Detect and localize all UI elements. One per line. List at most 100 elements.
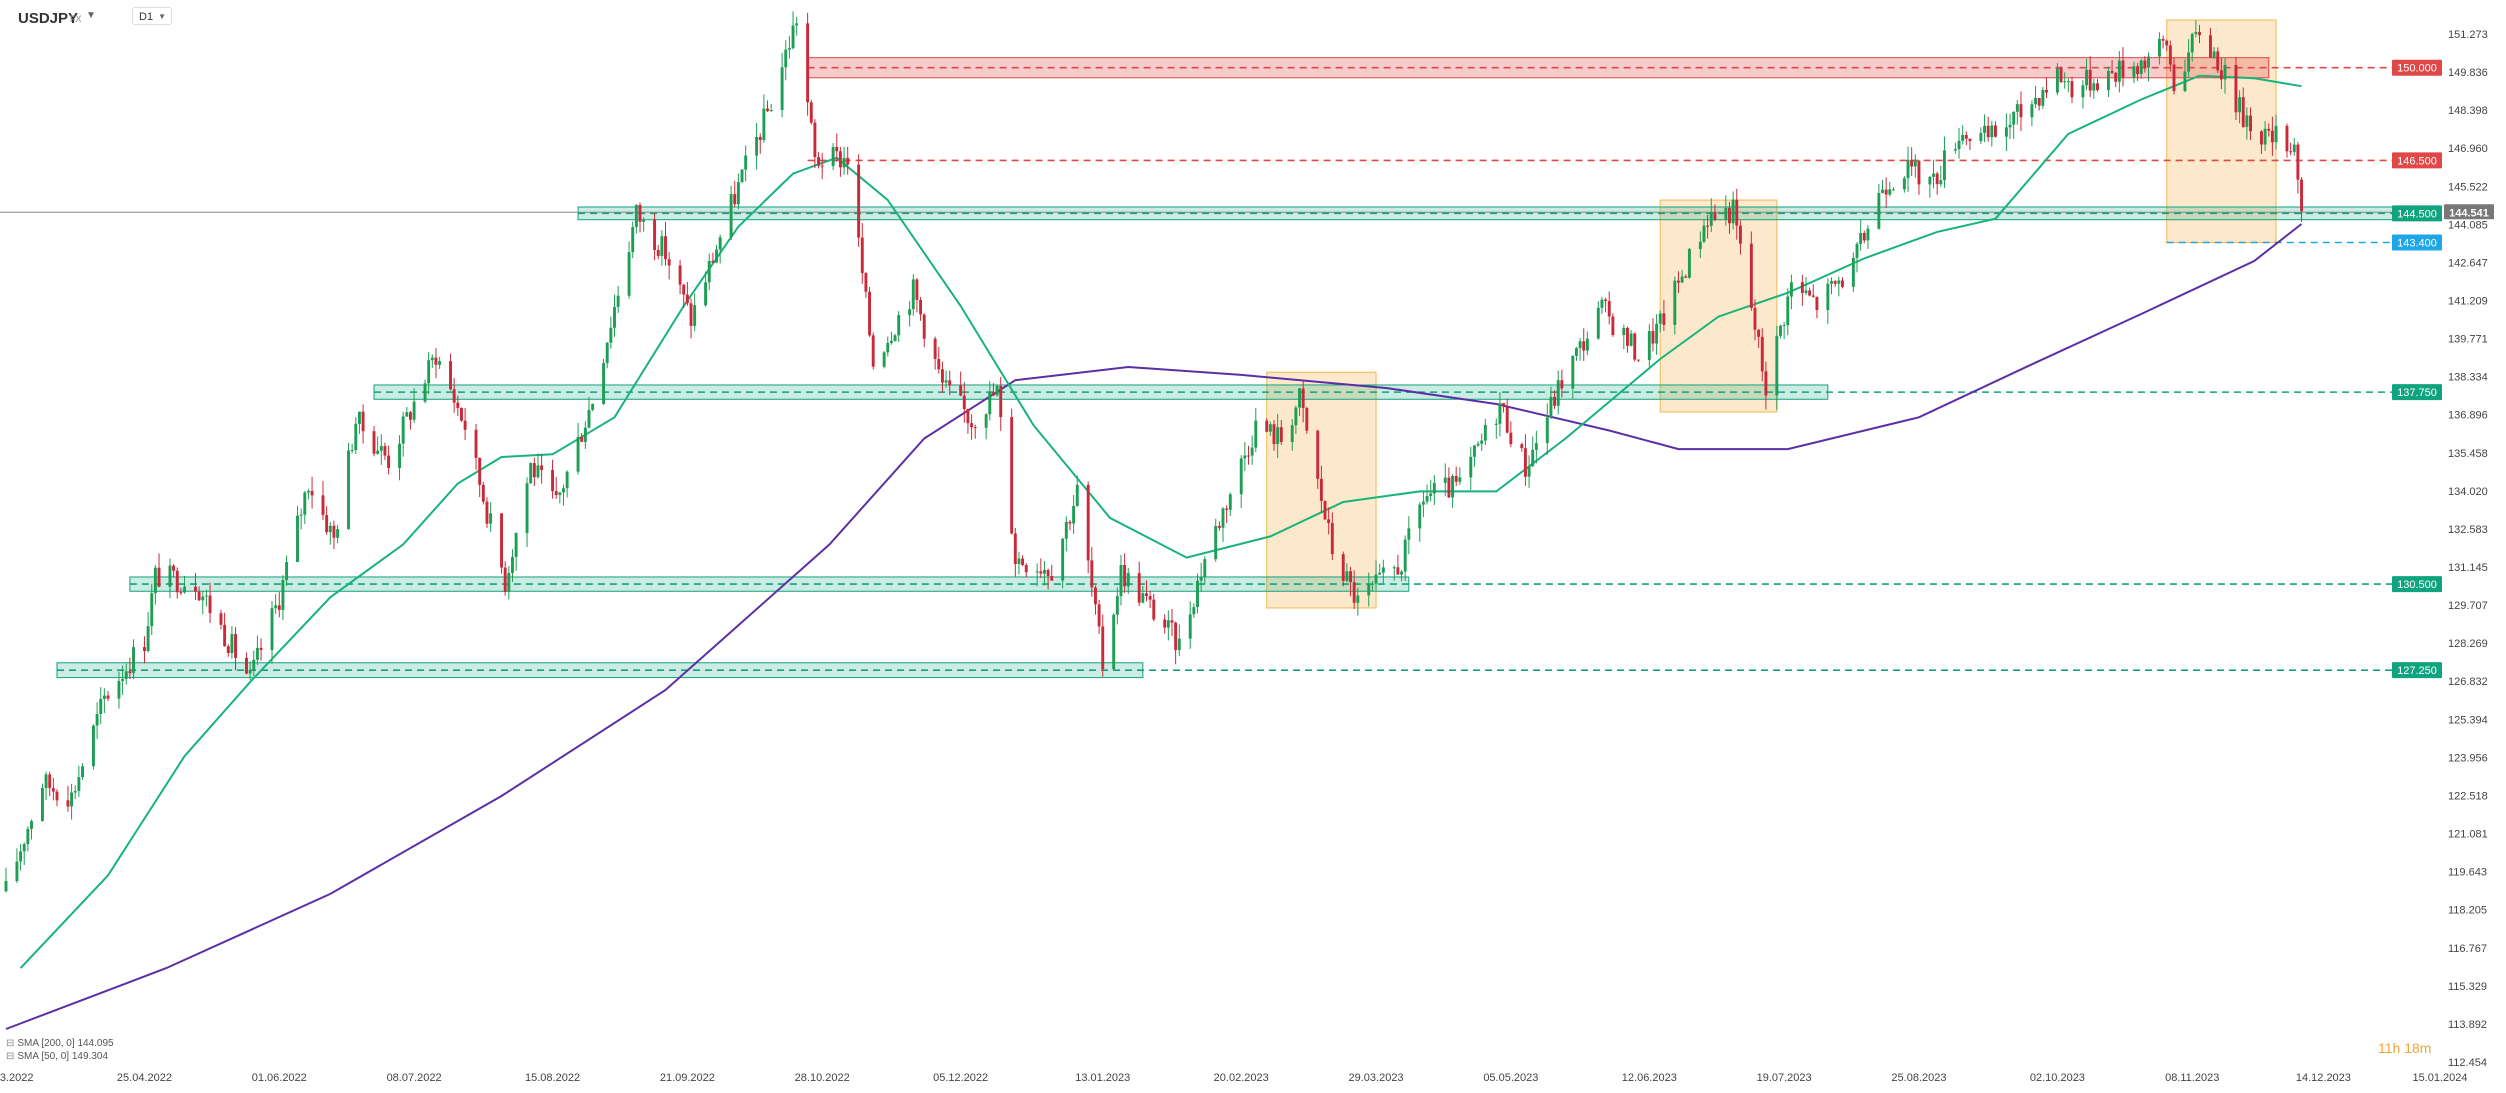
candle-body (1396, 567, 1400, 575)
candle-body (1545, 417, 1549, 444)
candle-body (642, 219, 646, 222)
candle-body (718, 237, 722, 250)
candle-body (784, 49, 788, 68)
candle-body (565, 471, 569, 489)
candle-body (1815, 296, 1819, 311)
candle-body (817, 157, 821, 166)
y-tick-label: 135.458 (2448, 448, 2488, 460)
y-tick-label: 128.269 (2448, 638, 2488, 650)
candle-body (2055, 68, 2059, 93)
candle-body (452, 389, 456, 403)
candle-body (1199, 577, 1203, 581)
candle-body (500, 513, 504, 568)
candle-body (347, 450, 350, 530)
candle-body (576, 436, 580, 472)
candle-body (197, 591, 201, 601)
candle-body (1800, 282, 1804, 293)
candle-body (485, 501, 489, 524)
y-tick-label: 116.767 (2448, 943, 2487, 955)
candle-body (1425, 496, 1429, 502)
levels-layer (0, 66, 2440, 671)
candle-body (1301, 388, 1305, 409)
candle-body (1775, 335, 1779, 396)
candle-body (427, 360, 431, 384)
candle-body (551, 469, 555, 492)
candle-body (682, 284, 686, 295)
moving-average-layer (5, 74, 2303, 1030)
candle-body (328, 525, 332, 533)
sma200-legend[interactable]: ⊟ SMA [200, 0] 144.095 (6, 1038, 114, 1049)
candle-body (580, 436, 584, 442)
candle-body (1859, 232, 1863, 244)
candle-body (2081, 85, 2085, 98)
candle-body (372, 431, 376, 454)
symbol-dropdown-icon[interactable]: ▼ (86, 10, 96, 21)
timeframe-selector[interactable]: D1 ▼ (132, 7, 172, 25)
symbol-selector[interactable]: USDJPY (18, 10, 79, 27)
candle-body (1502, 403, 1506, 407)
candle-body (1979, 132, 1983, 142)
candle-countdown: 11h 18m (2378, 1040, 2432, 1056)
candle-body (1549, 396, 1553, 418)
indicator-settings-icon[interactable]: ⊟ (6, 1038, 15, 1049)
candle-body (1119, 564, 1123, 597)
candle-body (1709, 212, 1713, 226)
sma50-legend[interactable]: ⊟ SMA [50, 0] 149.304 (6, 1051, 109, 1062)
candle-body (1294, 407, 1298, 426)
candle-body (1881, 189, 1884, 194)
candle-body (1276, 427, 1280, 445)
candle-body (1779, 325, 1782, 336)
candle-body (106, 695, 110, 699)
candle-body (602, 363, 606, 404)
candle-body (99, 698, 103, 715)
indicator-settings-icon[interactable]: ⊟ (6, 1051, 15, 1062)
candle-body (1214, 525, 1218, 560)
candle-body (959, 385, 963, 396)
candle-body (1148, 596, 1152, 600)
candle-body (1830, 281, 1833, 284)
candle-body (1888, 189, 1892, 195)
candle-body (1323, 500, 1327, 520)
candle-body (194, 586, 197, 592)
candle-body (1713, 212, 1717, 220)
candle-body (940, 369, 944, 383)
candle-body (1957, 140, 1961, 150)
candle-body (806, 23, 810, 103)
candle-body (2015, 104, 2019, 112)
candle-body (1953, 149, 1957, 151)
candle-body (988, 392, 992, 415)
candle-body (1316, 430, 1320, 479)
candle-body (846, 157, 850, 165)
candle-body (1345, 571, 1349, 581)
candle-body (1268, 424, 1272, 432)
candle-body (1483, 424, 1487, 441)
candle-body (1647, 331, 1651, 360)
candle-body (1407, 528, 1411, 540)
candle-body (1531, 449, 1535, 467)
candle-body (1983, 125, 1986, 133)
candle-body (1010, 417, 1014, 534)
candle-body (2147, 56, 2150, 68)
candle-body (2059, 68, 2063, 83)
level-label-bg (2392, 576, 2442, 593)
candle-body (791, 25, 795, 49)
candle-body (1476, 443, 1480, 446)
candle-body (1072, 506, 1076, 524)
candle-body (1968, 138, 1972, 142)
candle-body (685, 294, 689, 304)
candle-body (1451, 475, 1455, 498)
candle-body (864, 273, 868, 292)
candle-body (405, 412, 409, 417)
candle-body (1932, 173, 1935, 177)
market-label: FX (70, 14, 82, 24)
candle-body (540, 465, 544, 470)
candle-body (2219, 70, 2223, 80)
candle-body (121, 679, 125, 681)
candle-body (321, 495, 325, 516)
y-tick-label: 146.960 (2448, 143, 2488, 155)
candle-body (1349, 571, 1352, 583)
candle-body (208, 595, 212, 614)
candle-body (1728, 207, 1731, 224)
candle-body (1840, 280, 1844, 287)
